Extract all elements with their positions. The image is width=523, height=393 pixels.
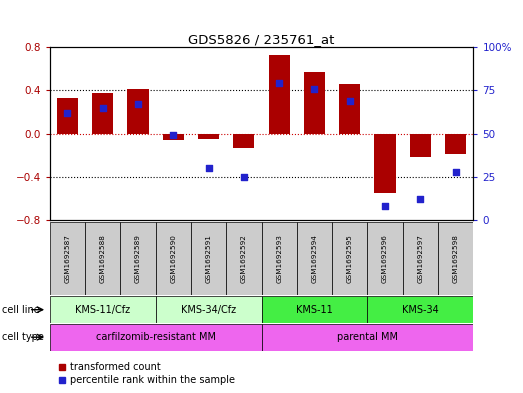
Point bbox=[63, 110, 72, 116]
Text: GSM1692587: GSM1692587 bbox=[64, 234, 70, 283]
Bar bbox=[128, 89, 149, 134]
Bar bbox=[438, 222, 473, 295]
Bar bbox=[92, 93, 113, 134]
Text: KMS-11: KMS-11 bbox=[296, 305, 333, 315]
Legend: transformed count, percentile rank within the sample: transformed count, percentile rank withi… bbox=[54, 358, 239, 389]
Text: cell line: cell line bbox=[2, 305, 39, 315]
Bar bbox=[367, 296, 473, 323]
Text: KMS-34/Cfz: KMS-34/Cfz bbox=[181, 305, 236, 315]
Point bbox=[346, 97, 354, 104]
Point bbox=[204, 165, 213, 171]
Text: cell type: cell type bbox=[2, 332, 43, 342]
Text: GSM1692589: GSM1692589 bbox=[135, 234, 141, 283]
Bar bbox=[410, 134, 431, 157]
Bar bbox=[120, 222, 155, 295]
Bar bbox=[156, 222, 191, 295]
Bar bbox=[332, 222, 367, 295]
Bar bbox=[163, 134, 184, 140]
Bar bbox=[339, 84, 360, 134]
Point bbox=[416, 196, 425, 202]
Bar bbox=[57, 98, 78, 134]
Text: carfilzomib-resistant MM: carfilzomib-resistant MM bbox=[96, 332, 215, 342]
Text: GSM1692597: GSM1692597 bbox=[417, 234, 423, 283]
Bar bbox=[191, 222, 226, 295]
Point bbox=[98, 105, 107, 111]
Text: GSM1692592: GSM1692592 bbox=[241, 234, 247, 283]
Bar bbox=[374, 134, 395, 193]
Bar bbox=[403, 222, 438, 295]
Text: KMS-11/Cfz: KMS-11/Cfz bbox=[75, 305, 130, 315]
Bar bbox=[85, 222, 120, 295]
Bar bbox=[50, 324, 262, 351]
Text: GSM1692595: GSM1692595 bbox=[347, 234, 353, 283]
Bar bbox=[367, 222, 403, 295]
Bar bbox=[262, 296, 367, 323]
Bar bbox=[445, 134, 466, 154]
Text: GSM1692588: GSM1692588 bbox=[100, 234, 106, 283]
Bar bbox=[262, 324, 473, 351]
Bar bbox=[50, 222, 85, 295]
Bar bbox=[198, 134, 219, 139]
Bar bbox=[304, 72, 325, 134]
Point bbox=[169, 132, 177, 138]
Point bbox=[451, 169, 460, 175]
Bar bbox=[50, 296, 156, 323]
Text: parental MM: parental MM bbox=[337, 332, 398, 342]
Text: KMS-34: KMS-34 bbox=[402, 305, 439, 315]
Text: GSM1692593: GSM1692593 bbox=[276, 234, 282, 283]
Bar bbox=[262, 222, 297, 295]
Bar bbox=[297, 222, 332, 295]
Point bbox=[240, 174, 248, 180]
Text: GSM1692596: GSM1692596 bbox=[382, 234, 388, 283]
Point bbox=[381, 203, 389, 209]
Text: GSM1692591: GSM1692591 bbox=[206, 234, 211, 283]
Text: GSM1692598: GSM1692598 bbox=[453, 234, 459, 283]
Point bbox=[275, 80, 283, 86]
Bar bbox=[226, 222, 262, 295]
Bar bbox=[269, 55, 290, 134]
Bar bbox=[156, 296, 262, 323]
Title: GDS5826 / 235761_at: GDS5826 / 235761_at bbox=[188, 33, 335, 46]
Point bbox=[134, 101, 142, 107]
Text: GSM1692594: GSM1692594 bbox=[312, 234, 317, 283]
Point bbox=[310, 86, 319, 92]
Bar bbox=[233, 134, 254, 148]
Text: GSM1692590: GSM1692590 bbox=[170, 234, 176, 283]
